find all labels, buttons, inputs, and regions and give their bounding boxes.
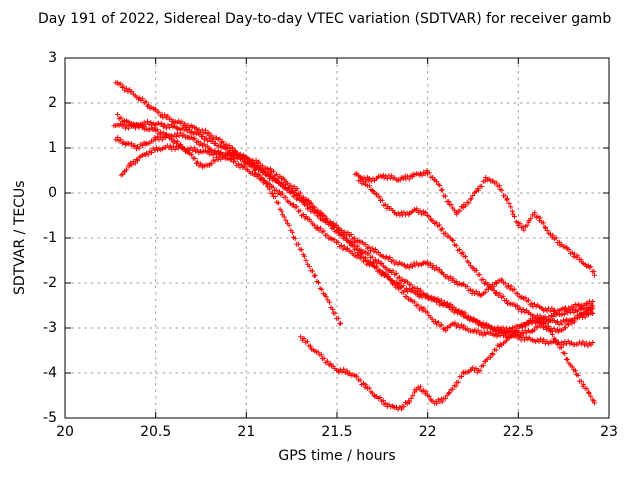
y-tick-label: 3 — [48, 50, 57, 66]
x-tick-label: 21.5 — [321, 424, 353, 440]
plot-frame — [64, 57, 610, 419]
x-tick-label: 22 — [418, 424, 437, 440]
x-tick-label: 21 — [237, 424, 256, 440]
y-tick-label: -1 — [43, 230, 57, 246]
y-tick-label: 1 — [48, 140, 57, 156]
y-tick-label: -4 — [43, 365, 57, 381]
y-tick-label: -5 — [43, 410, 57, 426]
y-tick-label: -2 — [43, 275, 57, 291]
x-tick-label: 22.5 — [502, 424, 534, 440]
y-tick-label: 2 — [48, 95, 57, 111]
series-trace-6 — [298, 303, 596, 412]
x-tick-label: 20.5 — [140, 424, 172, 440]
series-trace-5 — [118, 143, 596, 349]
x-tick-label: 23 — [600, 424, 618, 440]
gridlines — [65, 58, 609, 418]
series-trace-3 — [111, 118, 597, 406]
series-trace-7 — [352, 168, 597, 278]
x-tick-label: 20 — [56, 424, 74, 440]
series-trace-1 — [113, 80, 596, 315]
series-trace-4 — [113, 130, 596, 334]
series-trace-8 — [356, 177, 596, 327]
x-axis-label: GPS time / hours — [278, 448, 396, 464]
y-tick-label: 0 — [48, 185, 57, 201]
chart-title: Day 191 of 2022, Sidereal Day-to-day VTE… — [38, 11, 612, 27]
data-markers — [111, 80, 597, 412]
y-tick-label: -3 — [43, 320, 57, 336]
